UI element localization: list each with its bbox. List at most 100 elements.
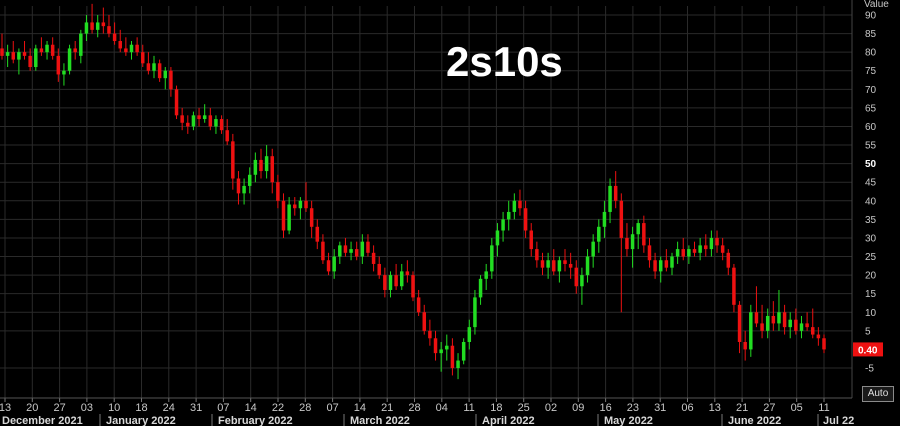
candle-body (473, 297, 476, 327)
candle-body (107, 26, 110, 33)
x-month-label: April 2022 (482, 415, 535, 426)
candle-body (152, 63, 155, 70)
x-month-label: December 2021 (2, 415, 83, 426)
candle-body (484, 271, 487, 278)
x-tick-label: 18 (490, 402, 502, 414)
candle (462, 338, 465, 364)
x-tick-label: 28 (408, 402, 420, 414)
candle-body (372, 253, 375, 264)
x-tick-label: 28 (299, 402, 311, 414)
candle-body (282, 201, 285, 231)
candle-body (85, 22, 88, 33)
candle-body (456, 361, 459, 368)
y-tick-label: 30 (865, 233, 877, 244)
y-tick-label: 65 (865, 103, 877, 114)
candle-body (518, 201, 521, 208)
candle-body (620, 201, 623, 238)
candle-body (428, 331, 431, 338)
candle-body (158, 63, 161, 78)
candle-body (231, 141, 234, 178)
x-tick-label: 05 (791, 402, 803, 414)
candle-body (51, 45, 54, 56)
candle-body (62, 71, 65, 75)
candle-body (468, 327, 471, 342)
candle-body (479, 279, 482, 298)
candle-body (575, 268, 578, 287)
candle-body (299, 201, 302, 208)
candle-body (659, 260, 662, 271)
candle-body (580, 275, 583, 286)
candle-body (209, 115, 212, 126)
candle-body (766, 316, 769, 331)
x-tick-label: 31 (190, 402, 202, 414)
candle-body (563, 260, 566, 264)
candle-body (811, 327, 814, 334)
candle-body (698, 245, 701, 252)
candle-body (586, 257, 589, 276)
y-tick-label: 85 (865, 29, 877, 40)
candle-body (203, 115, 206, 119)
candle-body (102, 22, 105, 26)
candle-body (743, 342, 746, 349)
candle-body (220, 119, 223, 130)
x-tick-label: 13 (709, 402, 721, 414)
candle-body (704, 245, 707, 249)
y-tick-label: 20 (865, 271, 877, 282)
y-tick-label: 60 (865, 122, 877, 133)
x-month-label: January 2022 (106, 415, 176, 426)
y-tick-label: 25 (865, 252, 877, 263)
y-tick-label: 90 (865, 11, 877, 22)
x-month-label: March 2022 (350, 415, 410, 426)
candle-body (332, 257, 335, 272)
x-tick-label: 27 (53, 402, 65, 414)
candle-body (40, 48, 43, 52)
candle-body (732, 268, 735, 305)
candle-body (28, 56, 31, 67)
candle-body (293, 205, 296, 209)
x-tick-label: 31 (654, 402, 666, 414)
x-tick-label: 21 (381, 402, 393, 414)
candle-body (569, 264, 572, 268)
candle-body (777, 312, 780, 323)
chart-title: 2s10s (446, 38, 563, 86)
last-value-label: 0.40 (858, 345, 878, 356)
y-tick-label: -5 (865, 364, 874, 375)
candle-body (383, 275, 386, 290)
x-tick-label: 06 (681, 402, 693, 414)
candle-body (451, 346, 454, 368)
y-tick-label: 75 (865, 66, 877, 77)
x-tick-label: 09 (572, 402, 584, 414)
candle-body (670, 257, 673, 268)
candle-body (96, 22, 99, 29)
candle-body (755, 312, 758, 323)
candle-body (682, 249, 685, 256)
candle-body (788, 320, 791, 327)
candle-body (186, 123, 189, 127)
x-tick-label: 14 (354, 402, 366, 414)
candle (34, 45, 37, 71)
candle-body (192, 115, 195, 126)
candle-body (197, 115, 200, 119)
candle-body (271, 156, 274, 182)
candle-body (366, 242, 369, 253)
candle-body (501, 219, 504, 230)
candle-body (23, 52, 26, 56)
candle-body (608, 186, 611, 212)
candle-body (287, 205, 290, 231)
auto-scale-button[interactable]: Auto (862, 386, 894, 402)
candle-body (124, 48, 127, 52)
candle-body (772, 316, 775, 323)
candle-body (513, 201, 516, 212)
y-tick-label: 45 (865, 178, 877, 189)
candle-body (327, 260, 330, 271)
candle-body (721, 245, 724, 252)
candle-body (524, 208, 527, 230)
candle-body (715, 238, 718, 245)
candle-body (248, 175, 251, 186)
candle-body (259, 160, 262, 171)
y-tick-label: 50 (865, 159, 877, 170)
x-tick-label: 16 (599, 402, 611, 414)
candle-body (710, 238, 713, 249)
candle-body (214, 119, 217, 126)
candle-body (783, 312, 786, 327)
